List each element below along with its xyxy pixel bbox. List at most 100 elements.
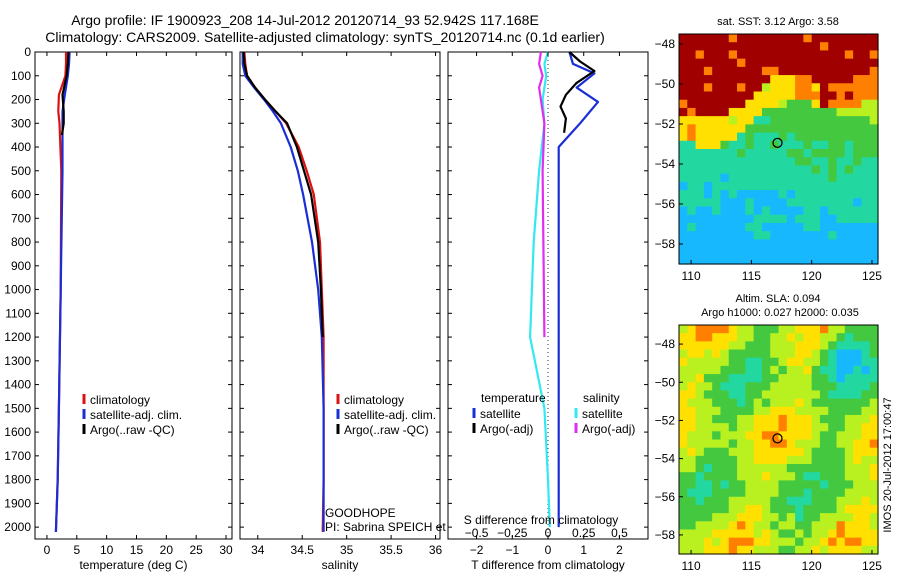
map-x-tick-label: 115 <box>742 269 761 283</box>
heatmap-cell <box>861 464 871 473</box>
heatmap-cell <box>761 414 771 424</box>
heatmap-cell <box>786 66 796 76</box>
x-tick-label-top: −0.5 <box>465 526 489 540</box>
heatmap-cell <box>703 357 713 367</box>
heatmap-cell <box>844 107 854 117</box>
heatmap-cell <box>853 206 863 216</box>
heatmap-cell <box>853 83 863 93</box>
heatmap-cell <box>795 116 804 125</box>
heatmap-cell <box>745 34 755 43</box>
heatmap-cell <box>720 447 730 457</box>
heatmap-cell <box>869 214 879 224</box>
heatmap-cell <box>828 349 838 359</box>
heatmap-cell <box>778 124 788 134</box>
heatmap-cell <box>761 398 771 408</box>
heatmap-cell <box>811 480 821 490</box>
heatmap-cell <box>836 83 846 93</box>
heatmap-cell <box>703 333 713 342</box>
heatmap-cell <box>795 333 804 342</box>
heatmap-cell <box>786 173 796 183</box>
heatmap-cell <box>861 149 871 158</box>
heatmap-cell <box>853 50 863 60</box>
heatmap-cell <box>770 75 780 84</box>
heatmap-cell <box>828 414 838 424</box>
heatmap-cell <box>720 365 730 375</box>
heatmap-cell <box>869 165 879 175</box>
heatmap-cell <box>753 247 763 257</box>
heatmap-cell <box>786 34 796 43</box>
heatmap-cell <box>803 34 813 43</box>
heatmap-cell <box>712 99 722 109</box>
heatmap-cell <box>828 431 838 441</box>
heatmap-cell <box>795 431 804 441</box>
heatmap-cell <box>712 431 722 441</box>
heatmap-cell <box>795 341 804 351</box>
heatmap-cell <box>811 357 821 367</box>
heatmap-cell <box>737 50 746 60</box>
heatmap-cell <box>828 83 838 93</box>
heatmap-cell <box>844 349 854 359</box>
heatmap-cell <box>869 423 879 432</box>
heatmap-cell <box>795 206 804 216</box>
heatmap-cell <box>786 431 796 441</box>
heatmap-cell <box>703 529 713 539</box>
heatmap-cell <box>687 365 697 375</box>
heatmap-cell <box>695 513 705 522</box>
heatmap-cell <box>828 157 838 167</box>
heatmap-cell <box>728 439 738 449</box>
heatmap-cell <box>844 165 854 175</box>
heatmap-cell <box>778 513 788 522</box>
heatmap-cell <box>770 58 780 68</box>
heatmap-cell <box>803 480 813 490</box>
heatmap-cell <box>811 157 821 167</box>
heatmap-cell <box>761 91 771 101</box>
heatmap-cell <box>770 382 780 392</box>
heatmap-cell <box>712 325 722 334</box>
heatmap-cell <box>679 140 688 150</box>
heatmap-cell <box>778 472 788 481</box>
heatmap-cell <box>703 190 713 199</box>
heatmap-cell <box>695 447 705 457</box>
heatmap-cell <box>761 447 771 457</box>
sst-map-frame <box>678 33 879 265</box>
heatmap-cell <box>778 365 788 375</box>
heatmap-cell <box>786 222 796 232</box>
heatmap-cell <box>728 382 738 392</box>
heatmap-cell <box>869 488 879 498</box>
heatmap-cell <box>745 414 755 424</box>
heatmap-cell <box>853 149 863 158</box>
heatmap-cell <box>828 116 838 125</box>
heatmap-cell <box>761 325 771 334</box>
heatmap-cell <box>803 464 813 473</box>
heatmap-cell <box>786 496 796 506</box>
heatmap-cell <box>869 545 879 555</box>
heatmap-cell <box>712 42 722 52</box>
heatmap-cell <box>836 140 846 150</box>
heatmap-cell <box>712 374 722 383</box>
heatmap-cell <box>861 513 871 522</box>
heatmap-cell <box>712 390 722 400</box>
heatmap-cell <box>695 34 705 43</box>
heatmap-cell <box>728 455 738 465</box>
heatmap-cell <box>786 149 796 158</box>
heatmap-cell <box>745 365 755 375</box>
heatmap-cell <box>728 91 738 101</box>
heatmap-cell <box>703 34 713 43</box>
heatmap-cell <box>770 513 780 522</box>
heatmap-cell <box>728 42 738 52</box>
heatmap-cell <box>770 504 780 514</box>
heatmap-cell <box>811 34 821 43</box>
heatmap-cell <box>703 75 713 84</box>
heatmap-cell <box>761 464 771 473</box>
heatmap-cell <box>745 66 755 76</box>
heatmap-cell <box>703 124 713 134</box>
heatmap-cell <box>737 190 746 199</box>
heatmap-cell <box>828 255 838 265</box>
heatmap-cell <box>795 513 804 522</box>
heatmap-cell <box>819 480 829 490</box>
heatmap-cell <box>737 504 746 514</box>
heatmap-cell <box>720 198 730 208</box>
heatmap-cell <box>778 488 788 498</box>
heatmap-cell <box>770 91 780 101</box>
heatmap-cell <box>803 406 813 416</box>
